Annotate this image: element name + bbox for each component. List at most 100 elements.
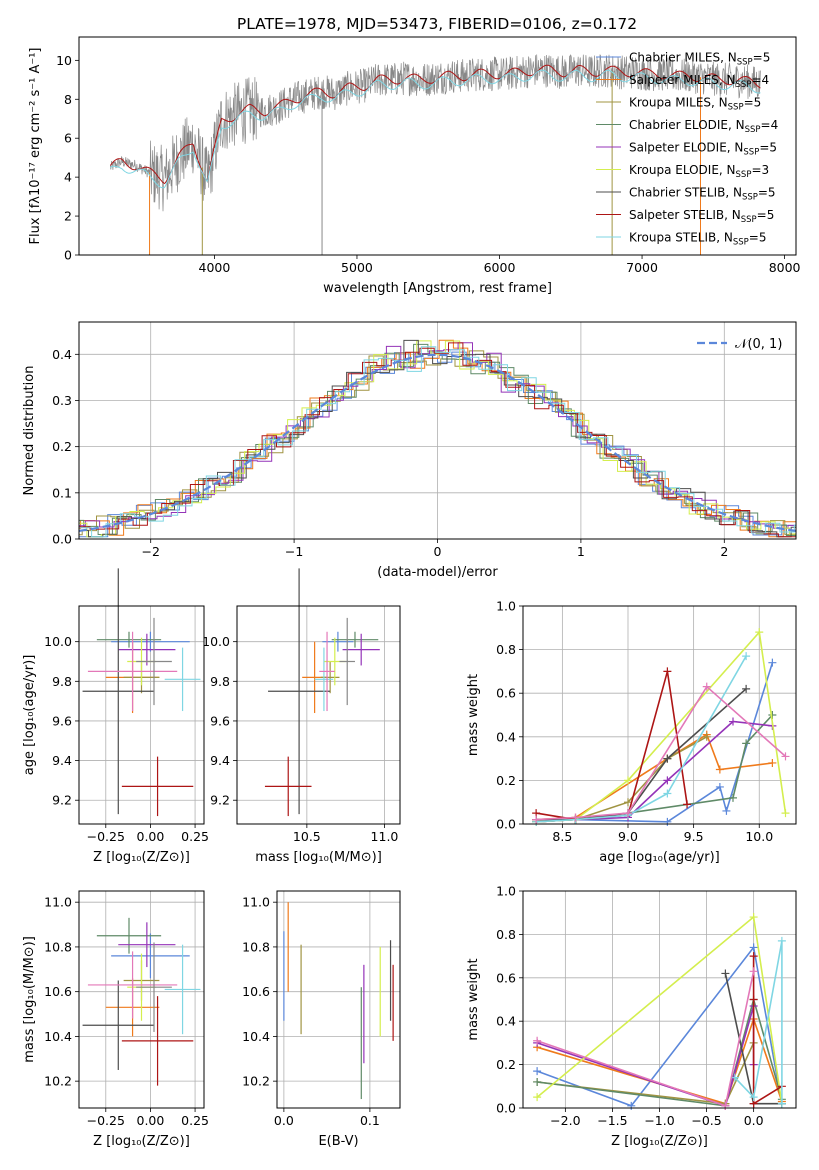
- x-axis-label: mass [log₁₀(M/M⊙)]: [255, 850, 382, 865]
- y-axis-label: mass weight: [466, 958, 481, 1040]
- y-tick-label: 0.8: [496, 642, 516, 657]
- plot-area: [283, 902, 394, 1100]
- y-tick-label: 10.2: [44, 1074, 72, 1089]
- y-tick-label: 0.4: [496, 1014, 516, 1029]
- y-tick-label: 10.6: [242, 984, 270, 999]
- legend-label: Chabrier MILES, NSSP=5: [629, 51, 770, 68]
- y-tick-label: 10.0: [44, 634, 72, 649]
- data-point-marker: [663, 789, 672, 798]
- observed-spectrum: [110, 54, 761, 212]
- y-tick-label: 9.8: [52, 674, 72, 689]
- y-tick-label: 0.4: [52, 347, 72, 362]
- x-tick-label: −0.5: [691, 1113, 721, 1128]
- chart-title: PLATE=1978, MJD=53473, FIBERID=0106, z=0…: [237, 15, 637, 33]
- plot-area: [109, 54, 761, 255]
- histogram-step: [79, 342, 796, 529]
- data-point-marker: [749, 967, 758, 976]
- y-tick-label: 10.8: [44, 939, 72, 954]
- legend-label: 𝒩(0, 1): [735, 337, 782, 352]
- legend-label: Salpeter STELIB, NSSP=5: [629, 208, 774, 225]
- x-tick-label: 9.0: [618, 829, 638, 844]
- data-point-marker: [624, 809, 632, 818]
- series-line: [536, 996, 783, 1107]
- series-line: [734, 940, 783, 1104]
- y-tick-label: 11.0: [44, 895, 72, 910]
- data-point-marker: [742, 652, 751, 661]
- x-tick-label: −1.0: [644, 1113, 674, 1128]
- x-tick-label: 10.0: [745, 829, 773, 844]
- data-point-marker: [768, 658, 777, 667]
- plot-area: [82, 917, 201, 1086]
- y-tick-label: 0.1: [52, 485, 72, 500]
- x-tick-label: −2: [141, 544, 159, 559]
- series-line: [752, 956, 783, 1106]
- x-axis-label: E(B-V): [318, 1134, 358, 1149]
- y-tick-label: 1.0: [496, 599, 516, 614]
- axes-frame: [78, 36, 797, 256]
- data-point-marker: [749, 995, 758, 1004]
- axes-frame: [236, 605, 401, 825]
- y-tick-label: 1.0: [496, 884, 516, 899]
- data-point-marker: [742, 739, 751, 748]
- data-point-marker: [777, 1099, 786, 1108]
- axes-frame: [78, 605, 205, 825]
- x-tick-label: −1.5: [597, 1113, 627, 1128]
- series-line: [535, 671, 688, 821]
- y-tick-label: 10.8: [242, 939, 270, 954]
- series-line: [536, 630, 787, 823]
- series-line: [536, 685, 787, 821]
- x-tick-label: 1: [577, 544, 585, 559]
- data-point-marker: [663, 667, 672, 676]
- axes-frame: [276, 890, 401, 1109]
- y-tick-label: 11.0: [242, 895, 270, 910]
- y-tick-label: 9.4: [52, 753, 72, 768]
- data-point-marker: [730, 1073, 739, 1082]
- x-tick-label: 10.5: [293, 829, 321, 844]
- data-point-marker: [781, 752, 790, 761]
- histogram-step: [79, 343, 796, 536]
- x-tick-label: 0.0: [744, 1113, 764, 1128]
- y-tick-label: 10.4: [44, 1029, 72, 1044]
- data-point-marker: [663, 776, 672, 785]
- axes-5: 8.5 9.0 9.5 10.0 0.0 0.2 0.4 0.6 0.8 1.0 age [log₁…: [466, 599, 797, 865]
- model-spectrum-line: [110, 69, 761, 189]
- y-axis-label: Normed distribution: [22, 366, 37, 496]
- y-tick-label: 8: [64, 92, 72, 107]
- histogram-step: [79, 339, 796, 538]
- y-tick-label: 0.2: [52, 439, 72, 454]
- data-point-marker: [533, 1036, 542, 1045]
- y-tick-label: 9.2: [52, 793, 72, 808]
- y-axis-label: mass [log₁₀(M/M⊙)]: [22, 936, 37, 1063]
- axes-8: −2.0 −1.5 −1.0 −0.5 0.0 0.0 0.2 0.4 0.6 0.8 1.0 Z […: [466, 884, 797, 1149]
- plot-area: [264, 568, 380, 817]
- y-tick-label: 9.6: [52, 713, 72, 728]
- legend-label: Chabrier STELIB, NSSP=5: [629, 186, 776, 203]
- axes-3: −0.25 0.00 0.25 9.2 9.4 9.6 9.8 10.0 Z [log₁₀(Z/…: [22, 568, 209, 865]
- axes-4: 10.5 11.0 9.2 9.4 9.6 9.8 10.0 mass [log₁₀(M/M⊙…: [202, 568, 401, 865]
- data-point-marker: [749, 913, 758, 922]
- x-tick-label: 5000: [341, 260, 373, 275]
- y-tick-label: 0.2: [496, 1057, 516, 1072]
- y-tick-label: 0.0: [496, 1101, 516, 1116]
- y-tick-label: 0: [64, 248, 72, 263]
- y-tick-label: 9.8: [210, 674, 230, 689]
- legend-label: Salpeter MILES, NSSP=4: [629, 73, 769, 90]
- x-tick-label: −2.0: [550, 1113, 580, 1128]
- y-tick-label: 4: [64, 170, 72, 185]
- y-tick-label: 10.6: [44, 984, 72, 999]
- normal-curve: [78, 353, 797, 532]
- x-axis-label: wavelength [Angstrom, rest frame]: [323, 281, 552, 296]
- series-line: [536, 714, 773, 823]
- data-point-marker: [624, 776, 632, 785]
- x-tick-label: 9.5: [684, 829, 704, 844]
- data-point-marker: [729, 793, 737, 802]
- legend-label: Kroupa MILES, NSSP=5: [629, 96, 761, 113]
- axes-frame: [78, 890, 205, 1109]
- y-tick-label: 10.0: [202, 634, 230, 649]
- data-point-marker: [533, 1077, 542, 1086]
- y-axis-label: age [log₁₀(age/yr)]: [22, 655, 37, 776]
- data-point-marker: [749, 943, 758, 952]
- axes-2: −2 −1 0 1 2 0.0 0.1 0.2 0.3 0.4 (data-model)/error…: [22, 321, 797, 580]
- x-tick-label: 8.5: [552, 829, 572, 844]
